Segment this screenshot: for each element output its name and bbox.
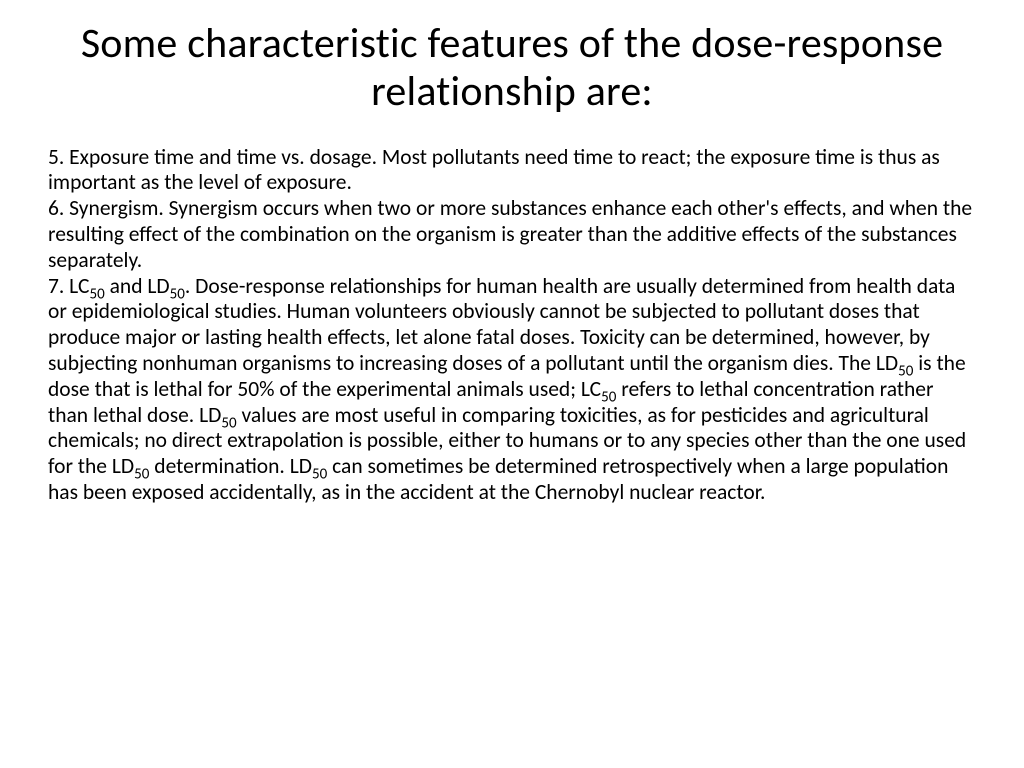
slide-title: Some characteristic features of the dose… [48,20,976,117]
item-5: 5. Exposure time and time vs. dosage. Mo… [48,145,976,197]
body-text: 5. Exposure time and time vs. dosage. Mo… [48,145,976,506]
text-run: determination. LD [149,453,312,479]
item-7: 7. LC50 and LD50. Dose-response relation… [48,274,976,506]
text-run: 7. LC [48,273,89,299]
item-6: 6. Synergism. Synergism occurs when two … [48,196,976,273]
text-run: . Dose-response relationships for human … [48,273,955,376]
text-run: and LD [105,273,170,299]
